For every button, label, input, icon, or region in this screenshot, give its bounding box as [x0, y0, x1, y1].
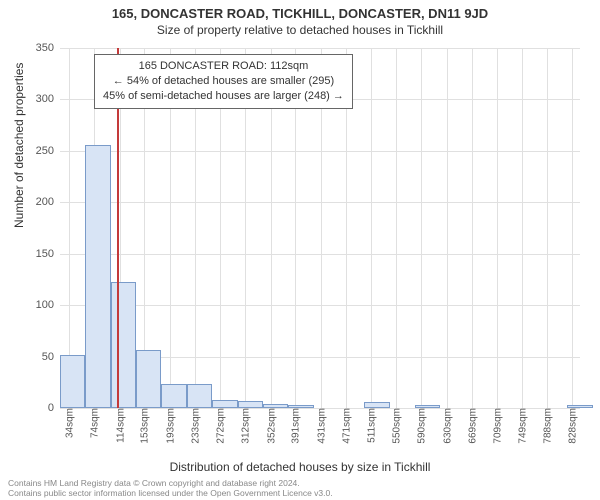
- info-line-1: 165 DONCASTER ROAD: 112sqm: [103, 59, 344, 74]
- histogram-bar: [567, 405, 592, 408]
- attribution-line-1: Contains HM Land Registry data © Crown c…: [8, 478, 333, 488]
- y-tick-label: 300: [36, 93, 60, 105]
- histogram-bar: [212, 400, 237, 408]
- gridline-v: [371, 48, 372, 408]
- gridline-v: [572, 48, 573, 408]
- y-axis-label: Number of detached properties: [12, 63, 26, 228]
- gridline-v: [497, 48, 498, 408]
- histogram-bar: [288, 405, 313, 408]
- x-tick-label: 74sqm: [88, 408, 101, 438]
- chart-title-main: 165, DONCASTER ROAD, TICKHILL, DONCASTER…: [0, 0, 600, 21]
- histogram-bar: [85, 145, 110, 408]
- y-tick-label: 100: [36, 299, 60, 311]
- x-tick-label: 709sqm: [490, 408, 503, 444]
- histogram-bar: [136, 350, 161, 408]
- y-tick-label: 350: [36, 42, 60, 54]
- x-tick-label: 630sqm: [440, 408, 453, 444]
- histogram-bar: [161, 384, 186, 408]
- x-tick-label: 391sqm: [289, 408, 302, 444]
- gridline-v: [421, 48, 422, 408]
- attribution-text: Contains HM Land Registry data © Crown c…: [8, 478, 333, 498]
- x-tick-label: 233sqm: [189, 408, 202, 444]
- x-tick-label: 431sqm: [314, 408, 327, 444]
- x-tick-label: 193sqm: [163, 408, 176, 444]
- gridline-v: [447, 48, 448, 408]
- attribution-line-2: Contains public sector information licen…: [8, 488, 333, 498]
- x-tick-label: 511sqm: [365, 408, 378, 443]
- x-tick-label: 471sqm: [340, 408, 353, 444]
- info-line-3: 45% of semi-detached houses are larger (…: [103, 89, 344, 104]
- info-line-2: ← 54% of detached houses are smaller (29…: [103, 74, 344, 89]
- x-tick-label: 669sqm: [465, 408, 478, 444]
- histogram-bar: [263, 404, 288, 408]
- gridline-v: [547, 48, 548, 408]
- x-tick-label: 550sqm: [390, 408, 403, 444]
- chart-title-sub: Size of property relative to detached ho…: [0, 21, 600, 41]
- histogram-bar: [187, 384, 212, 408]
- histogram-bar: [238, 401, 263, 408]
- histogram-bar: [415, 405, 440, 408]
- gridline-v: [522, 48, 523, 408]
- x-tick-label: 34sqm: [62, 408, 75, 438]
- x-tick-label: 828sqm: [566, 408, 579, 444]
- x-tick-label: 352sqm: [264, 408, 277, 444]
- x-tick-label: 788sqm: [541, 408, 554, 444]
- histogram-bar: [364, 402, 389, 408]
- x-tick-label: 153sqm: [138, 408, 151, 444]
- histogram-bar: [60, 355, 85, 408]
- gridline-v: [472, 48, 473, 408]
- x-axis-label: Distribution of detached houses by size …: [0, 460, 600, 474]
- y-tick-label: 150: [36, 248, 60, 260]
- info-box: 165 DONCASTER ROAD: 112sqm ← 54% of deta…: [94, 54, 353, 109]
- x-tick-label: 749sqm: [516, 408, 529, 444]
- y-tick-label: 50: [42, 351, 60, 363]
- x-tick-label: 114sqm: [113, 408, 126, 443]
- x-tick-label: 312sqm: [239, 408, 252, 444]
- chart-plot-area: 05010015020025030035034sqm74sqm114sqm153…: [60, 48, 580, 408]
- y-tick-label: 0: [48, 402, 60, 414]
- y-tick-label: 200: [36, 196, 60, 208]
- y-tick-label: 250: [36, 145, 60, 157]
- x-tick-label: 272sqm: [213, 408, 226, 444]
- gridline-v: [396, 48, 397, 408]
- histogram-bar: [111, 282, 136, 409]
- x-tick-label: 590sqm: [415, 408, 428, 444]
